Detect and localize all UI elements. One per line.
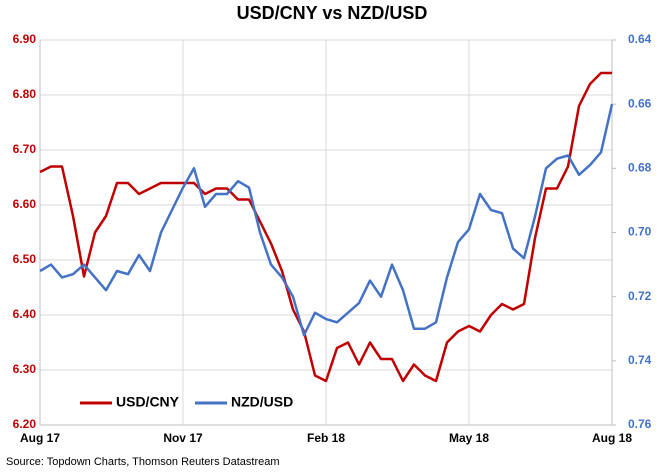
y-tick-label: 6.80 bbox=[13, 87, 37, 101]
y2-tick-label: 0.64 bbox=[628, 32, 652, 46]
y2-tick-label: 0.70 bbox=[628, 225, 652, 239]
y-tick-label: 6.60 bbox=[13, 197, 37, 211]
y2-tick-label: 0.74 bbox=[628, 353, 652, 367]
y-tick-label: 6.90 bbox=[13, 32, 37, 46]
source: Source: Topdown Charts, Thomson Reuters … bbox=[6, 456, 280, 468]
x-tick-label: May 18 bbox=[449, 431, 489, 445]
chart-title: USD/CNY vs NZD/USD bbox=[237, 3, 428, 23]
y2-tick-label: 0.66 bbox=[628, 96, 652, 110]
series-line bbox=[39, 71, 612, 383]
y-tick-label: 6.20 bbox=[13, 417, 37, 431]
y-tick-label: 6.40 bbox=[13, 307, 37, 321]
x-tick-label: Nov 17 bbox=[163, 431, 203, 445]
legend-label: NZD/USD bbox=[231, 394, 293, 410]
x-tick-label: Aug 17 bbox=[20, 431, 60, 445]
legend-label: USD/CNY bbox=[116, 394, 180, 410]
y-tick-label: 6.50 bbox=[13, 252, 37, 266]
series-line bbox=[39, 103, 614, 337]
y-tick-label: 6.70 bbox=[13, 142, 37, 156]
x-tick-label: Feb 18 bbox=[307, 431, 345, 445]
y2-tick-label: 0.76 bbox=[628, 417, 652, 431]
y-tick-label: 6.30 bbox=[13, 362, 37, 376]
x-tick-label: Aug 18 bbox=[592, 431, 632, 445]
y2-tick-label: 0.68 bbox=[628, 161, 652, 175]
y2-tick-label: 0.72 bbox=[628, 289, 652, 303]
